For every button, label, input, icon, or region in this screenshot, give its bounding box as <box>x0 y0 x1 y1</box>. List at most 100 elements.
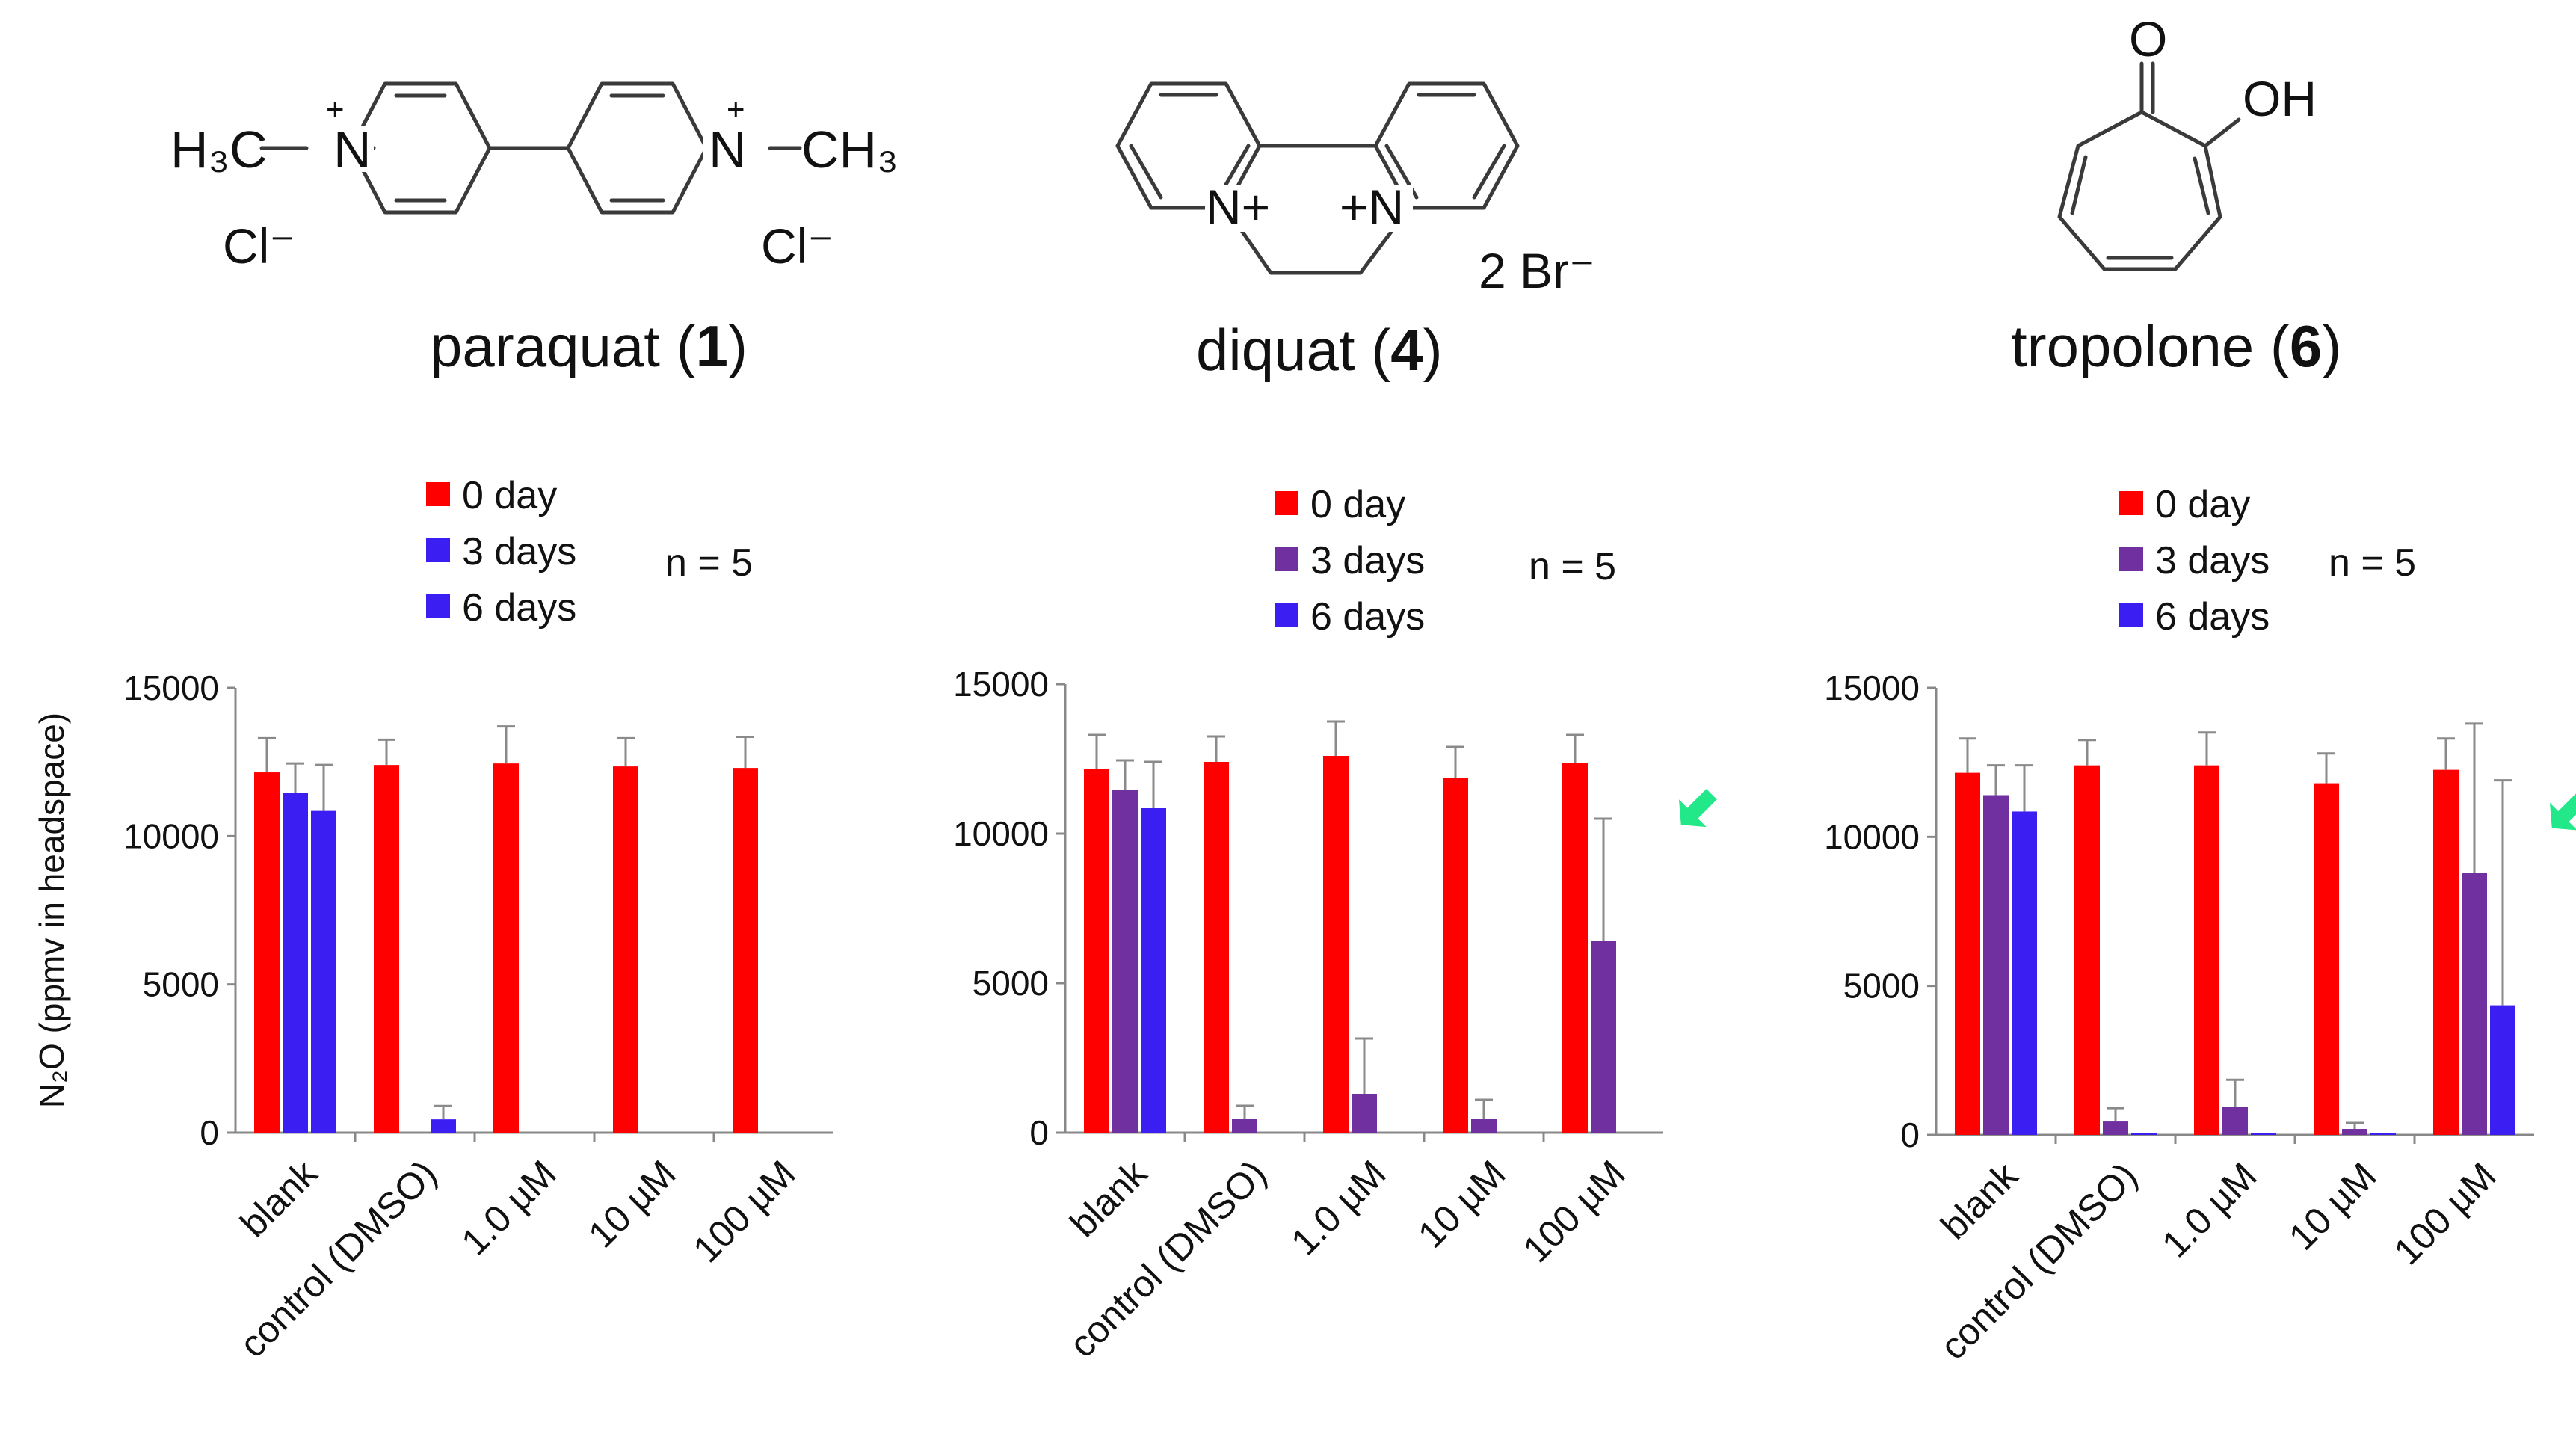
bar <box>2012 811 2037 1135</box>
paraquat-plus-right: + <box>727 91 745 126</box>
bar <box>1443 778 1468 1133</box>
paraquat-counterion-2: Cl⁻ <box>761 218 833 274</box>
y-tick-label: 5000 <box>973 964 1049 1003</box>
bar <box>613 766 638 1133</box>
legend-swatch <box>1275 603 1298 627</box>
x-tick-label: 10 µM <box>580 1152 684 1256</box>
x-tick-label: 1.0 µM <box>1283 1152 1393 1263</box>
x-tick-label: 100 µM <box>2386 1154 2504 1273</box>
bar <box>2314 783 2339 1135</box>
x-tick-label: blank <box>232 1151 326 1245</box>
paraquat-caption: paraquat (1) <box>430 313 748 379</box>
legend-swatch <box>2119 603 2143 627</box>
y-tick-label: 0 <box>1029 1113 1049 1152</box>
arrow-shape <box>2549 792 2576 831</box>
y-tick-label: 15000 <box>953 665 1049 704</box>
diquat-structure <box>1115 81 1520 275</box>
x-tick-label: 1.0 µM <box>453 1152 564 1263</box>
bar <box>1323 756 1349 1133</box>
paraquat-counterion-1: Cl⁻ <box>223 218 295 274</box>
legend-label: 6 days <box>1310 595 1425 638</box>
legend-swatch <box>426 482 450 506</box>
y-tick-label: 10000 <box>1824 817 1920 856</box>
bar <box>1232 1119 1257 1133</box>
y-tick-label: 0 <box>200 1113 219 1152</box>
bar <box>254 772 280 1133</box>
legend-swatch <box>2119 547 2143 571</box>
legend-label: 0 day <box>2155 483 2250 526</box>
legend-label: 0 day <box>1310 483 1405 526</box>
y-tick-label: 10000 <box>123 816 219 855</box>
bar <box>2103 1121 2128 1135</box>
bar <box>374 765 399 1133</box>
bar <box>2074 765 2100 1135</box>
tropolone-hydroxyl: OH <box>2243 71 2317 126</box>
bar <box>1471 1119 1497 1133</box>
bar <box>2370 1133 2396 1135</box>
diquat-caption: diquat (4) <box>1196 317 1443 383</box>
paraquat-chart: 0 5000 10000 15000 N₂O (ppmv in headspace) bl… <box>32 474 833 1365</box>
legend-label: 3 days <box>1310 539 1425 582</box>
paraquat-n-right-mask <box>703 126 749 172</box>
y-tick-label: 15000 <box>1824 668 1920 707</box>
bar <box>1955 772 1980 1135</box>
arrow-shape <box>1678 789 1717 828</box>
bar <box>733 768 758 1133</box>
paraquat-plus-left: + <box>326 91 345 126</box>
y-tick-label: 15000 <box>123 668 219 707</box>
bar <box>2462 873 2487 1135</box>
x-tick-label: 10 µM <box>2281 1154 2385 1258</box>
tropolone-structure <box>2057 61 2241 271</box>
x-tick-label: blank <box>1933 1154 2027 1247</box>
bar <box>2194 765 2219 1135</box>
tropolone-caption: tropolone (6) <box>2011 313 2341 379</box>
n-label: n = 5 <box>1529 545 1616 588</box>
n-label: n = 5 <box>2329 541 2416 585</box>
legend-label: 6 days <box>2155 595 2270 638</box>
bar <box>2131 1133 2157 1135</box>
paraquat-n-left: N <box>333 120 372 179</box>
y-tick-label: 10000 <box>953 814 1049 853</box>
bar <box>431 1119 456 1133</box>
x-tick-label: 100 µM <box>685 1152 804 1270</box>
n-label: n = 5 <box>665 541 753 585</box>
legend-label: 0 day <box>462 474 557 517</box>
legend-swatch <box>1275 491 1298 515</box>
x-tick-label: blank <box>1062 1151 1156 1245</box>
bar <box>1084 769 1109 1133</box>
x-tick-label: 100 µM <box>1515 1152 1633 1270</box>
bar <box>1562 763 1588 1133</box>
bar <box>1983 795 2009 1135</box>
bar <box>2251 1133 2276 1135</box>
bar <box>1352 1094 1377 1133</box>
x-tick-label: 1.0 µM <box>2154 1154 2264 1265</box>
legend-swatch <box>426 538 450 562</box>
legend-label: 6 days <box>462 586 576 630</box>
diquat-n-right: +N <box>1340 179 1404 235</box>
bar <box>1591 941 1616 1133</box>
bar <box>493 763 519 1133</box>
y-tick-label: 5000 <box>143 965 219 1004</box>
green-arrow <box>1678 789 1717 828</box>
bar <box>2222 1107 2248 1135</box>
x-tick-label: 10 µM <box>1410 1152 1514 1256</box>
bar <box>311 810 336 1133</box>
legend-label: 3 days <box>2155 539 2270 582</box>
diquat-counterion: 2 Br⁻ <box>1479 243 1595 298</box>
green-arrow <box>2549 792 2576 831</box>
diquat-n-left-mask <box>1205 185 1266 232</box>
paraquat-n-right: N <box>709 120 747 179</box>
bar <box>1141 808 1166 1133</box>
paraquat-right-methyl: CH₃ <box>801 120 899 179</box>
legend-swatch <box>2119 491 2143 515</box>
bar <box>2342 1129 2367 1135</box>
bar <box>1204 762 1229 1133</box>
bar <box>283 793 308 1133</box>
y-axis-label: N₂O (ppmv in headspace) <box>32 713 71 1108</box>
paraquat-left-methyl: H₃C <box>170 120 268 179</box>
y-tick-label: 5000 <box>1843 967 1920 1006</box>
legend-swatch <box>1275 547 1298 571</box>
legend-swatch <box>426 594 450 618</box>
